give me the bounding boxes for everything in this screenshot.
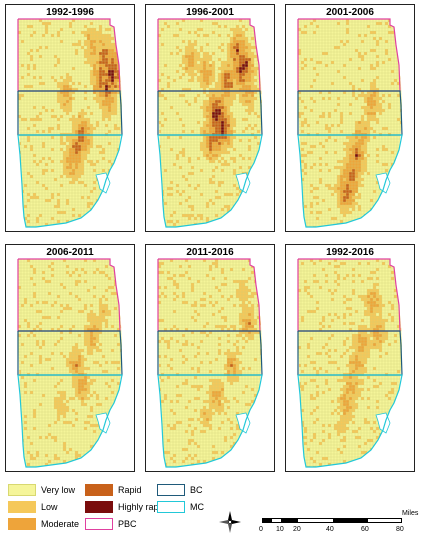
legend-label: Very low <box>41 485 76 495</box>
map-panel-1992-2016: 1992-2016 <box>285 244 415 472</box>
scale-tick: 80 <box>396 526 404 533</box>
swatch-moderate <box>8 518 36 530</box>
map-1992-2016 <box>297 258 403 468</box>
panel-title: 2011-2016 <box>186 247 234 258</box>
scale-tick: 0 <box>259 526 263 533</box>
scale-tick: 60 <box>361 526 369 533</box>
scale-tick: 20 <box>293 526 301 533</box>
map-panel-2001-2006: 2001-2006 <box>285 4 415 232</box>
map-panel-1996-2001: 1996-2001 <box>145 4 275 232</box>
swatch-mc <box>157 501 185 513</box>
swatch-rapid <box>85 484 113 496</box>
legend-label: Highly rapid <box>118 502 166 512</box>
panel-title: 1992-1996 <box>46 7 94 18</box>
panel-title: 1992-2016 <box>326 247 374 258</box>
panel-title: 1996-2001 <box>186 7 234 18</box>
swatch-bc <box>157 484 185 496</box>
legend-label: Rapid <box>118 485 142 495</box>
swatch-low <box>8 501 36 513</box>
map-panel-1992-1996: 1992-1996 <box>5 4 135 232</box>
swatch-highly-rapid <box>85 501 113 513</box>
swatch-very-low <box>8 484 36 496</box>
legend-label: BC <box>190 485 203 495</box>
legend-label: Moderate <box>41 519 80 529</box>
legend-label: PBC <box>118 519 137 529</box>
swatch-pbc <box>85 518 113 530</box>
scale-unit: Miles <box>402 510 419 517</box>
compass-rose-icon <box>219 511 241 533</box>
map-panel-2011-2016: 2011-2016 <box>145 244 275 472</box>
map-panel-2006-2011: 2006-2011 <box>5 244 135 472</box>
scale-bar <box>262 518 402 523</box>
map-2006-2011 <box>17 258 123 468</box>
legend-label: MC <box>190 502 204 512</box>
map-2001-2006 <box>297 18 403 228</box>
panel-title: 2001-2006 <box>326 7 374 18</box>
map-1992-1996 <box>17 18 123 228</box>
scale-tick: 40 <box>326 526 334 533</box>
legend-label: Low <box>41 502 58 512</box>
scale-tick: 10 <box>276 526 284 533</box>
map-2011-2016 <box>157 258 263 468</box>
map-1996-2001 <box>157 18 263 228</box>
panel-title: 2006-2011 <box>46 247 94 258</box>
